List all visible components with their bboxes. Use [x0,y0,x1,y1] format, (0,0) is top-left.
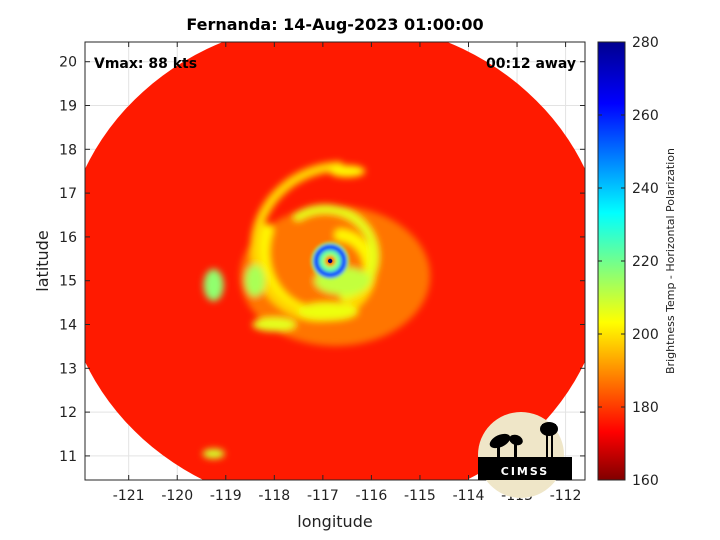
convective-cell [202,448,225,459]
colorbar-tick-label: 240 [632,181,659,197]
eyewall-inner [319,250,341,272]
x-tick-label: -119 [210,488,242,504]
colorbar-tick-label: 280 [632,35,659,51]
axis-ticks: -121-120-119-118-117-116-115-114-113-112… [59,42,585,504]
colorbar-tick-label: 200 [632,327,659,343]
y-tick-label: 11 [59,449,77,465]
convective-cell [252,317,297,332]
y-tick-label: 17 [59,186,77,202]
y-tick-label: 18 [59,142,77,158]
colorbar-tick-label: 180 [632,400,659,416]
x-axis-label: longitude [297,512,372,531]
y-tick-label: 12 [59,405,77,421]
convective-cell [329,165,366,178]
convective-cell [297,302,358,321]
x-tick-label: -112 [550,488,582,504]
axes-box [84,41,586,481]
x-tick-label: -117 [307,488,339,504]
colorbar [597,41,626,481]
y-axis-label: latitude [33,230,52,291]
x-tick-label: -121 [113,488,145,504]
x-tick-label: -114 [453,488,485,504]
storm-center-marker [327,258,333,264]
chart-title: Fernanda: 14-Aug-2023 01:00:00 [186,15,483,34]
logo-text: CIMSS [501,465,549,478]
cimss-logo: CIMSS [478,412,572,498]
y-tick-label: 13 [59,361,77,377]
x-tick-label: -120 [161,488,193,504]
colorbar-tick-label: 220 [632,254,659,270]
x-tick-label: -116 [356,488,388,504]
y-tick-label: 19 [59,99,77,115]
convective-cell [244,264,265,297]
y-tick-label: 15 [59,274,77,290]
y-tick-label: 16 [59,230,77,246]
brightness-temp-swath [85,42,585,480]
convective-cell [203,269,224,302]
colorbar-tick-label: 160 [632,473,659,489]
vmax-label: Vmax: 88 kts [94,56,197,72]
y-tick-label: 14 [59,318,77,334]
eyewall-ring [313,244,348,278]
colorbar-label: Brightness Temp - Horizontal Polarizatio… [664,148,677,374]
x-tick-label: -118 [258,488,290,504]
time-offset-label: 00:12 away [486,56,576,72]
x-tick-label: -115 [404,488,436,504]
colorbar-ticks: 160 180 200 220 240 260 280 [598,35,659,489]
colorbar-tick-label: 260 [632,108,659,124]
y-tick-label: 20 [59,55,77,71]
